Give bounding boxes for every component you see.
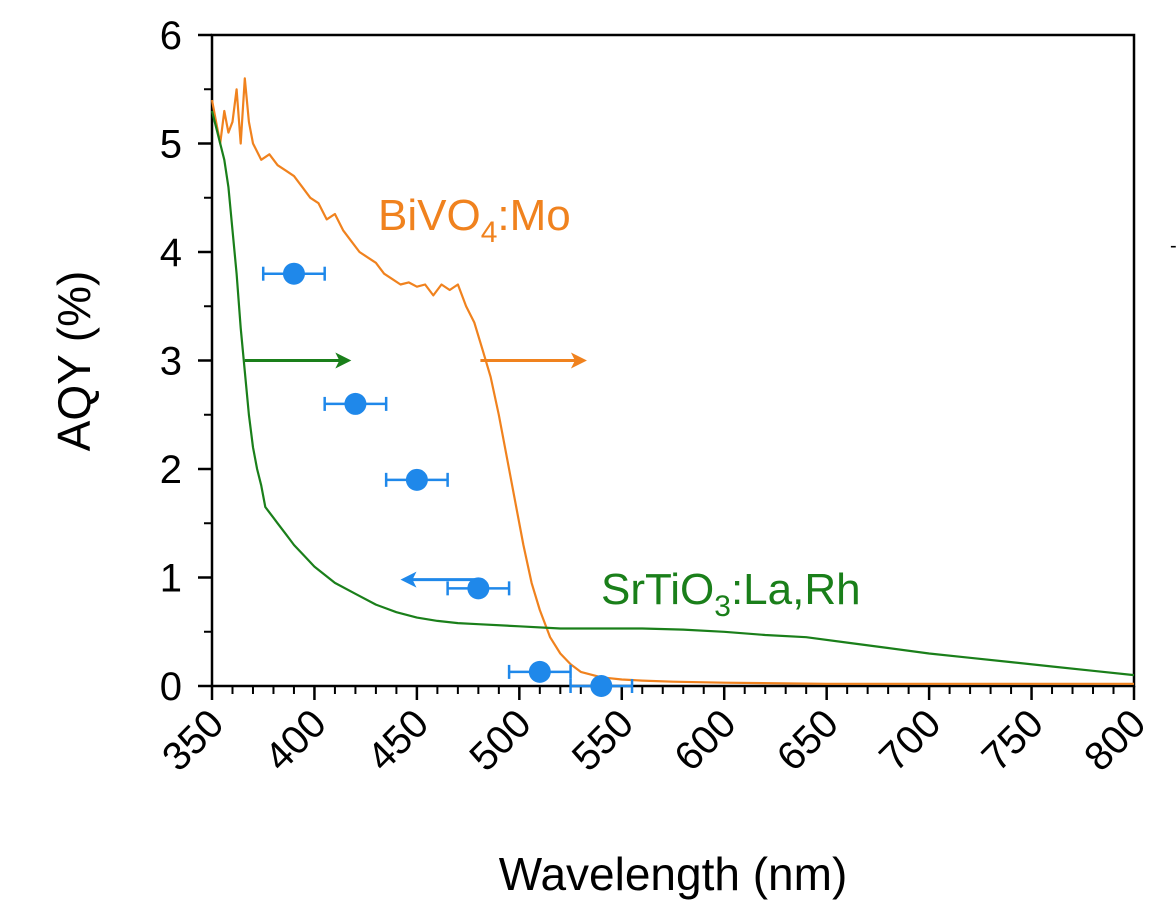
aqy-point [344,392,367,415]
x-tick-label: 600 [666,701,744,779]
y-tick-label: 6 [160,14,182,58]
aqy-point [282,262,305,285]
x-tick-label: 800 [1076,701,1154,779]
y-tick-label: 3 [160,340,182,384]
x-tick-label: 450 [359,701,437,779]
x-axis: 350 400 450 500 550 600 650 700 750 800 [154,686,1154,780]
x-tick-label: 700 [871,701,949,779]
x-axis-title: Wavelength (nm) [499,848,848,900]
arrow-head [570,352,587,369]
bivo4-spectrum-line [210,77,1134,685]
y-axis: 0 1 2 3 4 5 6 [160,14,212,709]
srtio3-label-tail: :La,Rh [731,565,861,614]
arrows [244,352,587,588]
aqy-point [467,577,490,600]
x-tick-label: 650 [769,701,847,779]
edge-fragment: - [1170,235,1176,257]
y-tick-label: 5 [160,123,182,167]
aqy-points [261,262,634,697]
bivo4-label-tail: :Mo [497,191,570,240]
bivo4-label: BiVO4:Mo [378,191,571,249]
x-tick-label: 550 [564,701,642,779]
series-layer [210,77,1135,685]
srtio3-label-main: SrTiO [601,565,714,614]
aqy-point [590,675,613,697]
y-tick-label: 1 [160,557,182,601]
y-tick-label: 4 [160,231,182,275]
y-axis-title: AQY (%) [48,271,100,452]
arrow-head [335,352,352,369]
aqy-point [405,468,428,491]
bivo4-label-sub: 4 [481,216,498,249]
x-tick-label: 500 [461,701,539,779]
bivo4-label-main: BiVO [378,191,481,240]
aqy-point [528,660,551,683]
srtio3-spectrum-line [210,110,1135,677]
arrow-head [400,571,417,588]
srtio3-label-sub: 3 [714,590,731,623]
y-tick-label: 2 [160,448,182,492]
x-tick-label: 400 [256,701,334,779]
y-tick-label: 0 [160,665,182,709]
x-tick-label: 750 [974,701,1052,779]
x-tick-label: 350 [154,701,232,779]
srtio3-label: SrTiO3:La,Rh [601,565,861,623]
